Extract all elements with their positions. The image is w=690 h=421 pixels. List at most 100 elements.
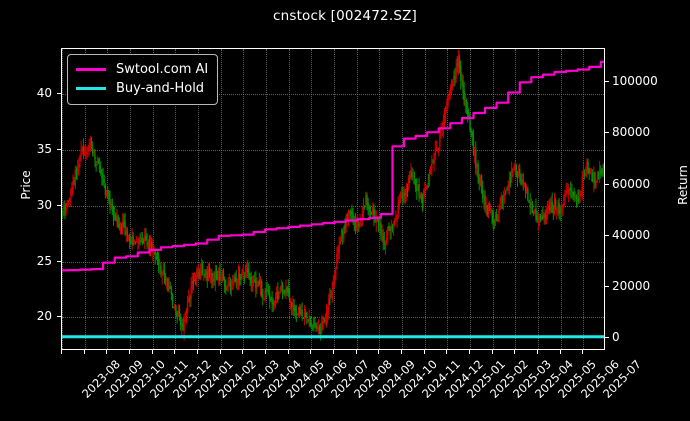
candle-body xyxy=(394,220,396,226)
candle-body xyxy=(73,181,75,184)
x-tick-mark xyxy=(423,350,425,354)
candle-body xyxy=(434,149,436,156)
candle-body xyxy=(319,332,322,334)
candle-body xyxy=(598,169,601,175)
candle-body xyxy=(274,301,277,304)
candle-body xyxy=(425,186,427,190)
candle-body xyxy=(101,174,103,179)
candle-body xyxy=(278,294,280,299)
gridline-vertical xyxy=(334,49,335,349)
candle-body xyxy=(174,303,176,309)
y-tick-mark-right xyxy=(605,337,609,339)
candle-body xyxy=(228,282,230,285)
candle-body xyxy=(534,209,536,214)
candle-body xyxy=(317,328,320,330)
candle-body xyxy=(346,215,349,217)
candle-body xyxy=(483,197,485,202)
candle-body xyxy=(354,219,357,229)
candle-body xyxy=(97,160,100,163)
candle-body xyxy=(223,278,226,287)
candle-body xyxy=(256,285,258,287)
candle-body xyxy=(484,194,486,207)
x-tick-mark xyxy=(559,350,561,354)
candle-body xyxy=(238,273,241,281)
candle-body xyxy=(563,203,565,207)
candle-body xyxy=(435,148,438,151)
candle-body xyxy=(551,201,553,214)
x-tick-mark xyxy=(310,350,312,354)
legend-item[interactable]: Swtool.com AI xyxy=(76,60,208,79)
candle-body xyxy=(398,199,401,205)
candle-body xyxy=(363,206,366,208)
candle-body xyxy=(535,207,537,219)
candle-body xyxy=(410,170,412,178)
candle-body xyxy=(251,280,254,286)
candle-body xyxy=(329,296,331,300)
candle-body xyxy=(183,319,185,332)
legend[interactable]: Swtool.com AI Buy-and-Hold xyxy=(67,54,219,105)
x-tick-mark xyxy=(491,350,493,354)
candle-body xyxy=(240,277,242,280)
candle-body xyxy=(194,280,197,282)
candle-body xyxy=(230,285,233,290)
candle-body xyxy=(444,106,447,115)
candle-body xyxy=(340,233,343,239)
candle-body xyxy=(276,292,278,300)
gridline-vertical xyxy=(175,49,177,349)
candle-body xyxy=(94,154,96,162)
candle-body xyxy=(338,245,340,253)
candle-body xyxy=(234,277,236,281)
candle-body xyxy=(227,284,229,286)
candle-body xyxy=(63,207,65,215)
candle-body xyxy=(89,142,92,147)
candle-body xyxy=(404,192,406,196)
candle-body xyxy=(151,242,153,252)
x-tick-mark xyxy=(401,350,402,354)
x-tick-mark xyxy=(197,350,198,354)
candle-body xyxy=(232,281,234,284)
candle-body xyxy=(315,324,317,327)
candle-body xyxy=(427,183,430,185)
candle-body xyxy=(118,224,120,228)
y-tick-label-return: 100000 xyxy=(612,74,658,89)
candle-body xyxy=(207,270,210,281)
candle-body xyxy=(367,202,369,208)
candle-body xyxy=(122,222,124,234)
candle-body xyxy=(90,145,93,147)
gridline-vertical xyxy=(152,49,154,349)
legend-item[interactable]: Buy-and-Hold xyxy=(76,79,208,98)
candle-body xyxy=(471,132,474,137)
candle-body xyxy=(553,202,556,215)
candle-body xyxy=(214,271,217,282)
y-tick-mark-left xyxy=(57,204,61,206)
candle-body xyxy=(321,321,323,332)
candle-body xyxy=(462,80,464,93)
candle-body xyxy=(370,212,373,214)
candle-body xyxy=(458,60,461,68)
candle-body xyxy=(600,169,602,174)
candle-body xyxy=(331,290,333,300)
candle-body xyxy=(79,156,81,162)
candle-body xyxy=(330,296,332,298)
candle-body xyxy=(235,278,237,283)
candle-body xyxy=(466,109,469,118)
candle-body xyxy=(255,279,257,289)
candle-body xyxy=(358,224,360,227)
candle-body xyxy=(485,205,487,208)
candle-body xyxy=(494,215,497,226)
candle-body xyxy=(298,306,300,315)
candle-body xyxy=(438,147,440,150)
candle-body xyxy=(575,195,578,203)
candle-body xyxy=(558,202,560,214)
candle-body xyxy=(120,226,123,232)
candle-body xyxy=(519,168,521,174)
candle-body xyxy=(161,271,163,276)
x-tick-mark xyxy=(61,350,62,354)
candle-body xyxy=(550,201,552,211)
candle-body xyxy=(379,222,381,226)
x-tick-mark xyxy=(378,350,380,354)
candle-body xyxy=(82,147,85,152)
y-tick-label-price: 40 xyxy=(36,85,52,100)
candle-body xyxy=(156,258,159,260)
